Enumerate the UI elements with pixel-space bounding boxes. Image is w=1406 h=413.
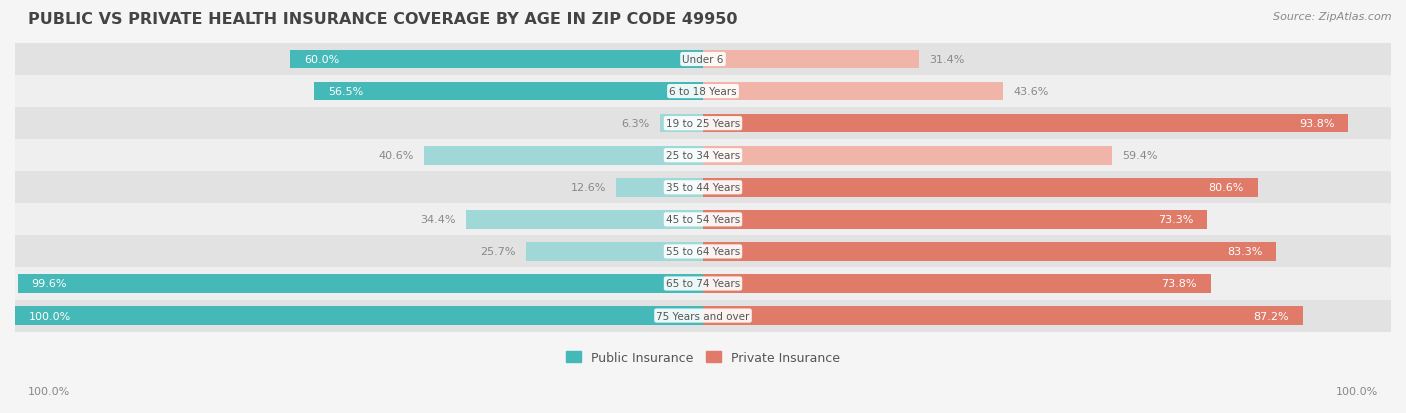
- Text: 45 to 54 Years: 45 to 54 Years: [666, 215, 740, 225]
- Text: 43.6%: 43.6%: [1014, 87, 1049, 97]
- Text: 60.0%: 60.0%: [304, 55, 339, 65]
- Text: 6.3%: 6.3%: [621, 119, 650, 129]
- Bar: [703, 114, 1348, 133]
- Text: 55 to 64 Years: 55 to 64 Years: [666, 247, 740, 257]
- Text: 25.7%: 25.7%: [481, 247, 516, 257]
- Bar: [703, 147, 1112, 165]
- Text: 59.4%: 59.4%: [1122, 151, 1157, 161]
- Bar: [703, 83, 1002, 101]
- Bar: [659, 114, 703, 133]
- Bar: [15, 268, 1391, 300]
- Text: 75 Years and over: 75 Years and over: [657, 311, 749, 321]
- Bar: [703, 211, 1208, 229]
- Text: 12.6%: 12.6%: [571, 183, 606, 193]
- Bar: [616, 178, 703, 197]
- Bar: [15, 300, 1391, 332]
- Bar: [18, 275, 703, 293]
- Text: 80.6%: 80.6%: [1208, 183, 1244, 193]
- Text: 56.5%: 56.5%: [328, 87, 363, 97]
- Bar: [15, 44, 1391, 76]
- Bar: [15, 76, 1391, 108]
- Bar: [15, 204, 1391, 236]
- Text: 34.4%: 34.4%: [420, 215, 456, 225]
- Text: 25 to 34 Years: 25 to 34 Years: [666, 151, 740, 161]
- Text: 87.2%: 87.2%: [1254, 311, 1289, 321]
- Bar: [703, 242, 1277, 261]
- Bar: [15, 172, 1391, 204]
- Legend: Public Insurance, Private Insurance: Public Insurance, Private Insurance: [561, 346, 845, 369]
- Bar: [15, 108, 1391, 140]
- Text: 31.4%: 31.4%: [929, 55, 965, 65]
- Text: 35 to 44 Years: 35 to 44 Years: [666, 183, 740, 193]
- Text: 6 to 18 Years: 6 to 18 Years: [669, 87, 737, 97]
- Bar: [526, 242, 703, 261]
- Text: PUBLIC VS PRIVATE HEALTH INSURANCE COVERAGE BY AGE IN ZIP CODE 49950: PUBLIC VS PRIVATE HEALTH INSURANCE COVER…: [28, 12, 738, 27]
- Text: 73.3%: 73.3%: [1159, 215, 1194, 225]
- Text: Source: ZipAtlas.com: Source: ZipAtlas.com: [1274, 12, 1392, 22]
- Bar: [423, 147, 703, 165]
- Bar: [15, 306, 703, 325]
- Text: 40.6%: 40.6%: [378, 151, 413, 161]
- Text: Under 6: Under 6: [682, 55, 724, 65]
- Bar: [703, 275, 1211, 293]
- Bar: [703, 178, 1257, 197]
- Bar: [15, 140, 1391, 172]
- Text: 100.0%: 100.0%: [28, 387, 70, 396]
- Text: 99.6%: 99.6%: [31, 279, 67, 289]
- Bar: [290, 50, 703, 69]
- Text: 100.0%: 100.0%: [1336, 387, 1378, 396]
- Text: 19 to 25 Years: 19 to 25 Years: [666, 119, 740, 129]
- Bar: [703, 50, 920, 69]
- Bar: [467, 211, 703, 229]
- Text: 65 to 74 Years: 65 to 74 Years: [666, 279, 740, 289]
- Bar: [315, 83, 703, 101]
- Bar: [15, 236, 1391, 268]
- Text: 83.3%: 83.3%: [1227, 247, 1263, 257]
- Text: 100.0%: 100.0%: [28, 311, 72, 321]
- Text: 93.8%: 93.8%: [1299, 119, 1334, 129]
- Text: 73.8%: 73.8%: [1161, 279, 1197, 289]
- Bar: [703, 306, 1303, 325]
